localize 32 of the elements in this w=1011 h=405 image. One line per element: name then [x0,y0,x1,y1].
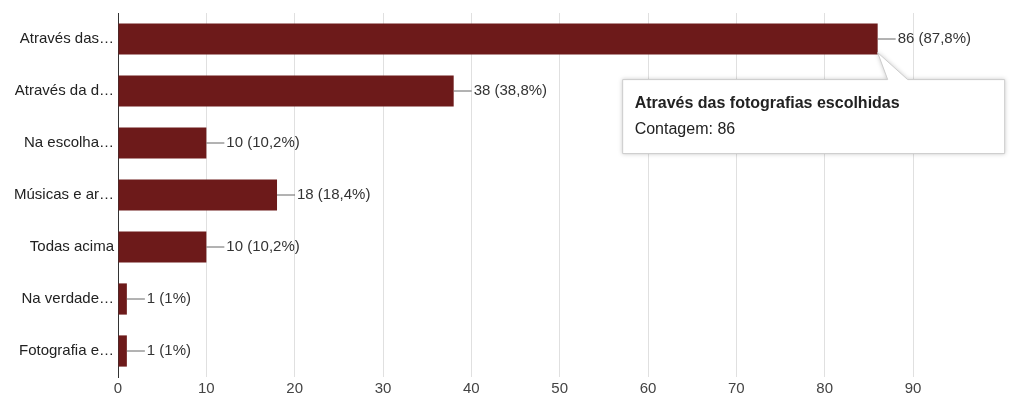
x-tick-label: 50 [551,379,569,397]
bar [118,75,454,107]
x-tick-label: 0 [113,379,123,397]
bar [118,283,127,315]
bar [118,231,207,263]
y-tick-label: Através das… [19,29,115,47]
data-label: 1 (1%) [146,289,192,307]
bar [118,127,207,159]
y-tick-label: Na verdade… [21,289,115,307]
x-tick-label: 70 [728,379,745,397]
x-tick-label: 20 [286,379,304,397]
bar [118,179,278,211]
x-tick-label: 80 [816,379,834,397]
bar [118,23,878,55]
data-label: 10 (10,2%) [226,237,300,255]
annotation: Através das fotografias escolhidas Contagem: 86 [634,94,900,138]
data-label: 86 (87,8%) [897,29,972,47]
data-label: 1 (1%) [146,341,192,359]
y-tick-label: Fotografia e… [18,341,115,359]
data-label: 18 (18,4%) [297,185,371,203]
x-tick-label: 40 [463,379,480,397]
x-tick-label: 90 [904,379,922,397]
y-tick-label: Através da d… [14,81,115,99]
x-tick-label: 60 [639,379,657,397]
y-tick-label: Músicas e ar… [14,185,115,203]
x-tick-label: 30 [374,379,392,397]
y-tick-label: Na escolha… [23,133,115,151]
x-tick-label: 10 [198,379,215,397]
bar [118,335,127,367]
data-label: 38 (38,8%) [473,81,548,99]
y-tick-label: Todas acima [29,237,115,255]
data-label: 10 (10,2%) [226,133,300,151]
